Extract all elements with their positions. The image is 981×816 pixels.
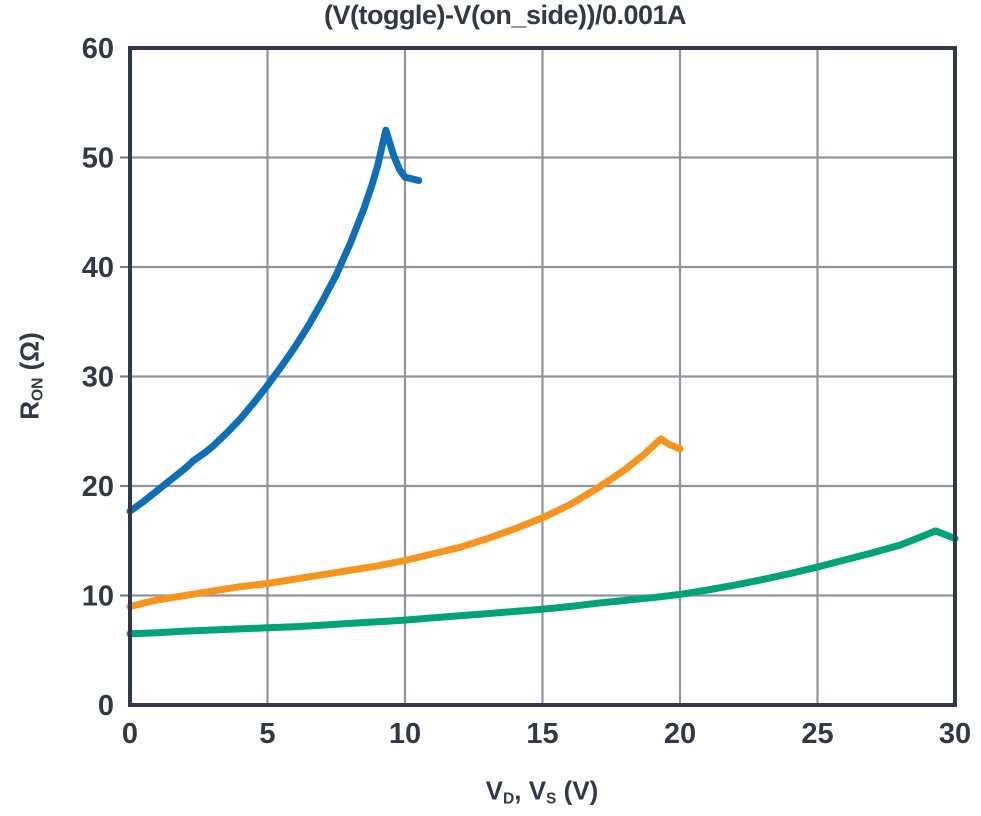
y-tick-label: 0 [98, 690, 114, 722]
x-axis-label: VD, VS (V) [485, 775, 599, 808]
y-tick-label: 60 [82, 33, 114, 65]
x-tick-label: 25 [801, 718, 833, 750]
orange-curve [126, 435, 684, 610]
x-tick-label: 30 [939, 718, 971, 750]
green-curve [126, 527, 959, 638]
x-tick-label: 10 [389, 718, 421, 750]
xlabel-text: (V) [556, 775, 599, 806]
axis-frame [128, 46, 957, 707]
y-tick-label: 10 [82, 581, 114, 613]
xlabel-subscript: D [502, 790, 515, 808]
x-tick-label: 0 [122, 718, 138, 750]
blue-curve [126, 126, 423, 515]
y-tick-label: 50 [82, 143, 114, 175]
y-axis-label: RON (Ω) [14, 332, 47, 420]
y-tick-label: 40 [82, 252, 114, 284]
xlabel-text: , V [514, 775, 547, 806]
x-tick-label: 20 [664, 718, 696, 750]
y-tick-label: 30 [82, 362, 114, 394]
x-tick-label: 5 [259, 718, 275, 750]
x-tick-label: 15 [526, 718, 558, 750]
y-tick-label: 20 [82, 471, 114, 503]
ylabel-text: R [14, 401, 45, 420]
xlabel-text: V [485, 775, 503, 806]
chart-title: (V(toggle)-V(on_side))/0.001A [323, 0, 687, 30]
ylabel-subscript: ON [29, 377, 47, 401]
xlabel-subscript: S [546, 790, 557, 808]
ylabel-text: (Ω) [14, 332, 45, 378]
